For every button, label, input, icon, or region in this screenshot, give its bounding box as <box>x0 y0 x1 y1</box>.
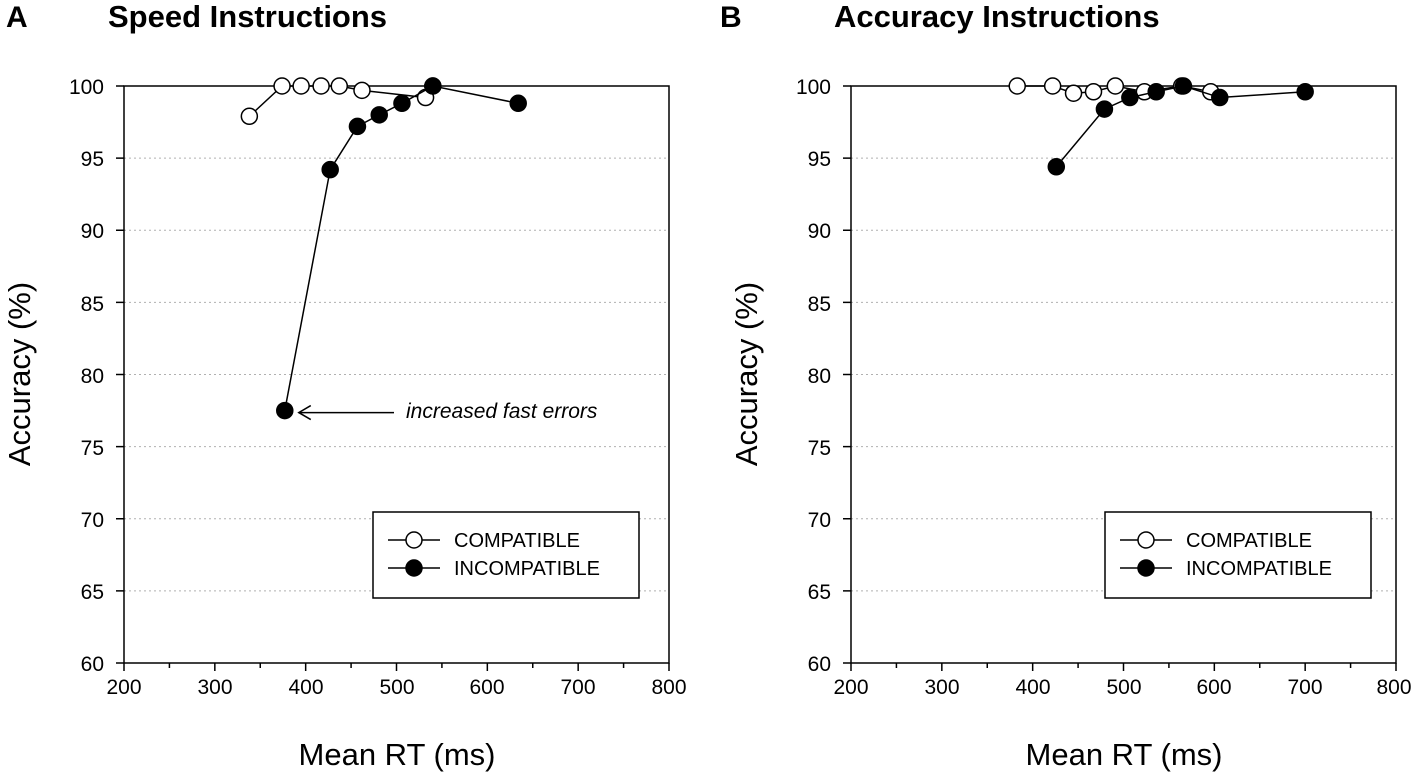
panel-a-x-tick-label: 500 <box>379 676 414 699</box>
legend-compatible-label: COMPATIBLE <box>1186 530 1312 552</box>
incompatible-point <box>1174 77 1193 95</box>
panel-a-y-tick-label: 75 <box>81 437 104 460</box>
incompatible-point <box>1211 88 1229 107</box>
panel-a-x-tick-label: 800 <box>651 676 686 699</box>
compatible-point <box>312 77 330 95</box>
panel-b-letter: B <box>720 1 742 34</box>
compatible-point <box>292 77 310 95</box>
panel-b-x-tick-label: 500 <box>1106 676 1141 699</box>
panel-b-x-tick-label: 400 <box>1015 676 1050 699</box>
panel-a-annotation: increased fast errors <box>297 400 598 423</box>
panel-a-y-tick-label: 65 <box>81 581 104 604</box>
panel-b-y-tick-label: 75 <box>808 437 831 460</box>
panel-b-title: Accuracy Instructions <box>834 0 1160 34</box>
legend-incompatible-marker <box>1137 559 1155 577</box>
panel-b: B Accuracy Instructions 60 65 70 75 80 8… <box>720 0 1412 772</box>
panel-b-x-axis-label: Mean RT (ms) <box>1026 737 1223 772</box>
panel-a-legend-box <box>372 511 640 599</box>
panel-b-y-tick-label: 80 <box>808 365 831 388</box>
panel-a-x-tick-label: 600 <box>469 676 504 699</box>
legend-incompatible-label: INCOMPATIBLE <box>454 558 600 580</box>
panel-b-y-axis-label: Accuracy (%) <box>729 282 764 466</box>
panel-a-y-tick-label: 80 <box>81 365 104 388</box>
panel-b-y-tick-label: 60 <box>808 653 831 676</box>
compatible-point <box>273 77 291 95</box>
panel-b-y-tick-label: 90 <box>808 220 831 243</box>
panel-a-x-tick-label: 700 <box>560 676 595 699</box>
legend-compatible-marker <box>1137 531 1155 549</box>
panel-b-y-tick-labels: 60 65 70 75 80 85 90 95 100 <box>796 76 831 676</box>
panel-a-x-tick-label: 300 <box>197 676 232 699</box>
incompatible-point <box>1095 100 1114 118</box>
panel-b-x-tick-label: 600 <box>1196 676 1231 699</box>
panel-a-x-axis-label: Mean RT (ms) <box>299 737 496 772</box>
panel-a-y-axis-label: Accuracy (%) <box>2 282 37 466</box>
panel-a-y-tick-label: 100 <box>69 76 104 99</box>
annotation-arrowhead <box>297 404 312 421</box>
incompatible-series-line <box>284 85 519 411</box>
incompatible-point <box>1296 83 1314 101</box>
legend-incompatible-marker <box>405 559 423 577</box>
panel-b-x-tick-label: 700 <box>1287 676 1322 699</box>
panel-a-ticks <box>116 85 670 671</box>
incompatible-point <box>1121 88 1139 107</box>
compatible-point <box>330 77 349 95</box>
legend-compatible-label: COMPATIBLE <box>454 530 580 552</box>
panel-a-letter: A <box>6 1 28 34</box>
incompatible-point <box>424 77 442 95</box>
panel-a-series <box>240 77 527 420</box>
legend-compatible-marker <box>405 531 423 549</box>
incompatible-point <box>1047 158 1066 176</box>
legend-incompatible-label: INCOMPATIBLE <box>1186 558 1332 580</box>
compatible-point <box>1043 77 1062 95</box>
panel-b-y-tick-label: 70 <box>808 509 831 532</box>
incompatible-point <box>1147 83 1165 101</box>
panel-b-y-tick-label: 100 <box>796 76 831 99</box>
incompatible-point <box>348 117 367 136</box>
panel-a: A Speed Instructions 60 65 70 75 80 85 9… <box>2 0 687 772</box>
compatible-point <box>1084 83 1103 101</box>
panel-b-y-tick-label: 85 <box>808 293 831 316</box>
panel-a-x-tick-label: 400 <box>288 676 323 699</box>
panel-b-ticks <box>843 85 1397 671</box>
panel-b-x-tick-label: 300 <box>924 676 959 699</box>
panel-b-x-tick-label: 200 <box>833 676 868 699</box>
compatible-point <box>1064 84 1083 102</box>
incompatible-point <box>393 94 411 113</box>
panel-a-x-tick-label: 200 <box>106 676 141 699</box>
panel-b-legend-box <box>1104 511 1372 599</box>
panel-a-title: Speed Instructions <box>108 0 387 34</box>
incompatible-point <box>509 94 527 113</box>
panel-a-y-tick-label: 90 <box>81 220 104 243</box>
compatible-point <box>240 107 259 126</box>
panel-b-x-tick-labels: 200 300 400 500 600 700 800 <box>833 676 1411 699</box>
panel-b-x-tick-label: 800 <box>1376 676 1411 699</box>
panel-a-y-tick-labels: 60 65 70 75 80 85 90 95 100 <box>69 76 104 676</box>
compatible-point <box>1008 77 1026 95</box>
panel-b-y-tick-label: 65 <box>808 581 831 604</box>
panel-a-y-tick-label: 95 <box>81 148 104 171</box>
panel-b-y-tick-label: 95 <box>808 148 831 171</box>
incompatible-point <box>370 106 388 124</box>
panel-a-x-tick-labels: 200 300 400 500 600 700 800 <box>106 676 686 699</box>
annotation-text: increased fast errors <box>406 400 598 423</box>
panel-b-series <box>1008 77 1314 176</box>
panel-a-grid <box>124 157 669 592</box>
panel-b-grid <box>851 157 1396 592</box>
compatible-point <box>353 81 371 100</box>
compatible-point <box>1106 77 1125 95</box>
panel-a-y-tick-label: 70 <box>81 509 104 532</box>
panel-a-y-tick-label: 60 <box>81 653 104 676</box>
panel-a-legend: COMPATIBLE INCOMPATIBLE <box>372 511 640 599</box>
incompatible-point <box>276 401 294 420</box>
panel-a-y-tick-label: 85 <box>81 293 104 316</box>
panel-b-legend: COMPATIBLE INCOMPATIBLE <box>1104 511 1372 599</box>
incompatible-point <box>321 160 339 179</box>
